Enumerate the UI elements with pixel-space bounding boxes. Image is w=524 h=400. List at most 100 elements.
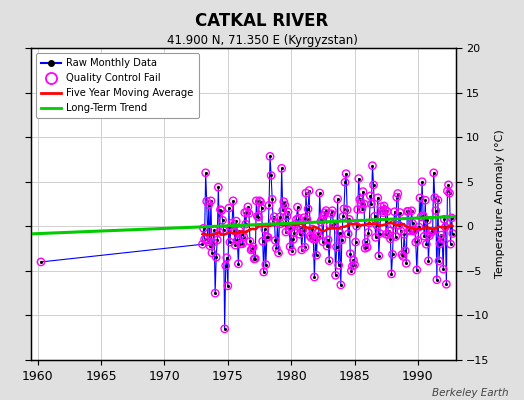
Point [388,251,397,258]
Point [438,236,446,242]
Point [251,256,259,262]
Point [411,239,420,246]
Point [392,194,401,200]
Point [213,237,222,243]
Point [394,190,402,197]
Point [241,210,249,216]
Point [387,271,396,277]
Point [431,194,439,201]
Point [279,207,287,214]
Point [367,201,376,207]
Point [325,258,333,264]
Point [249,244,257,250]
Point [205,202,213,208]
Point [331,272,340,278]
Point [256,198,265,205]
Point [210,227,219,234]
Point [292,216,301,223]
Point [385,228,394,234]
Point [283,213,291,220]
Point [321,210,329,216]
Point [434,197,442,203]
Point [424,258,433,264]
Point [355,175,363,182]
Point [407,208,416,214]
Point [340,206,348,212]
Point [347,268,356,274]
Point [320,212,328,219]
Point [208,250,216,256]
Point [313,229,322,236]
Point [253,213,261,220]
Point [311,236,320,242]
Point [237,231,246,238]
Point [247,247,255,253]
Point [379,210,387,216]
Point [318,217,326,223]
Point [428,228,436,234]
Point [346,250,355,257]
Point [302,190,310,196]
Point [213,237,222,243]
Point [217,207,226,214]
Point [437,232,445,238]
Point [220,227,228,234]
Point [206,242,214,249]
Point [420,233,429,239]
Point [357,200,365,206]
Point [223,254,231,261]
Point [342,170,350,177]
Point [257,205,266,212]
Point [402,260,410,266]
Point [280,198,288,205]
Point [416,195,424,201]
Point [283,213,291,220]
Point [418,178,427,185]
Point [242,221,250,227]
Point [252,198,260,204]
Point [359,188,367,195]
Point [376,230,384,237]
Point [400,231,408,238]
Point [276,214,284,220]
Point [266,153,274,160]
Text: Berkeley Earth: Berkeley Earth [432,388,508,398]
Point [374,195,382,201]
Point [397,228,405,234]
Point [447,215,456,221]
Point [311,236,320,242]
Point [409,228,418,234]
Point [398,251,406,258]
Point [396,209,404,216]
Point [336,282,345,288]
Point [279,207,287,214]
Point [228,220,236,226]
Point [287,224,296,231]
Point [390,208,399,215]
Point [408,220,417,227]
Point [297,224,305,230]
Point [382,231,390,238]
Point [202,198,211,204]
Point [407,208,416,214]
Point [274,250,282,256]
Point [277,221,285,227]
Point [323,243,331,249]
Point [446,241,455,247]
Point [445,190,454,196]
Point [359,188,367,195]
Point [332,244,341,250]
Point [298,247,306,253]
Point [440,216,449,222]
Point [399,253,407,260]
Point [303,216,311,223]
Point [333,196,342,202]
Point [425,232,434,239]
Point [258,238,267,244]
Point [233,237,242,243]
Point [406,228,414,234]
Point [307,234,315,241]
Point [436,240,444,247]
Point [300,214,308,221]
Point [226,239,234,245]
